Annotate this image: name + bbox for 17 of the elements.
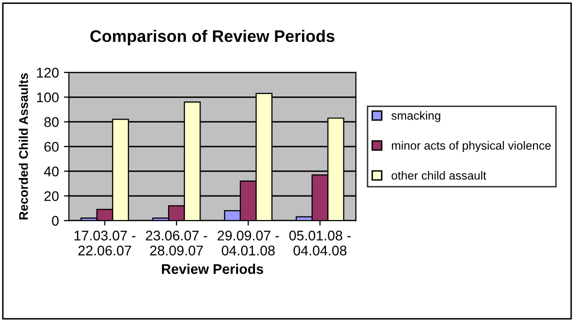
legend-label: minor acts of physical violence [392,141,551,152]
x-tick-label: 29.09.07 - 04.01.08 [218,230,279,256]
y-tick-label: 100 [37,92,59,102]
x-tick-label: 23.06.07 - 28.09.07 [146,230,208,256]
y-tick-label: 60 [44,142,59,152]
y-tick-label: 40 [44,166,59,176]
legend-label: other child assault [392,170,486,180]
y-tick-label: 80 [44,117,59,127]
chart-title: Comparison of Review Periods [90,30,334,46]
y-axis-title: Recorded Child Assaults [18,73,28,220]
x-tick-label: 17.03.07 - 22.06.07 [74,230,136,256]
legend-label: smacking [391,111,440,122]
y-tick-label: 120 [37,68,59,78]
y-tick-label: 0 [52,216,59,226]
x-axis-title: Review Periods [162,264,264,274]
y-tick-label: 20 [44,191,59,202]
x-tick-label: 05.01.08 - 04.04.08 [289,230,351,256]
